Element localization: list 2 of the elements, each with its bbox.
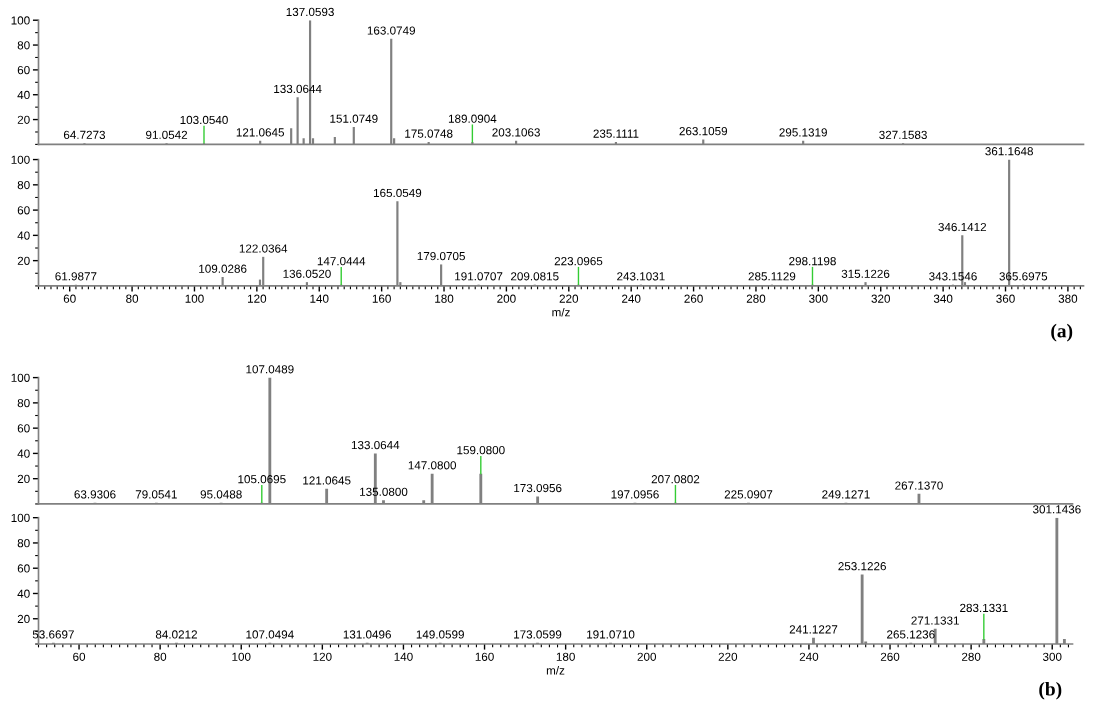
text: (b) [1039,681,1062,700]
text: (a) [1051,323,1073,342]
